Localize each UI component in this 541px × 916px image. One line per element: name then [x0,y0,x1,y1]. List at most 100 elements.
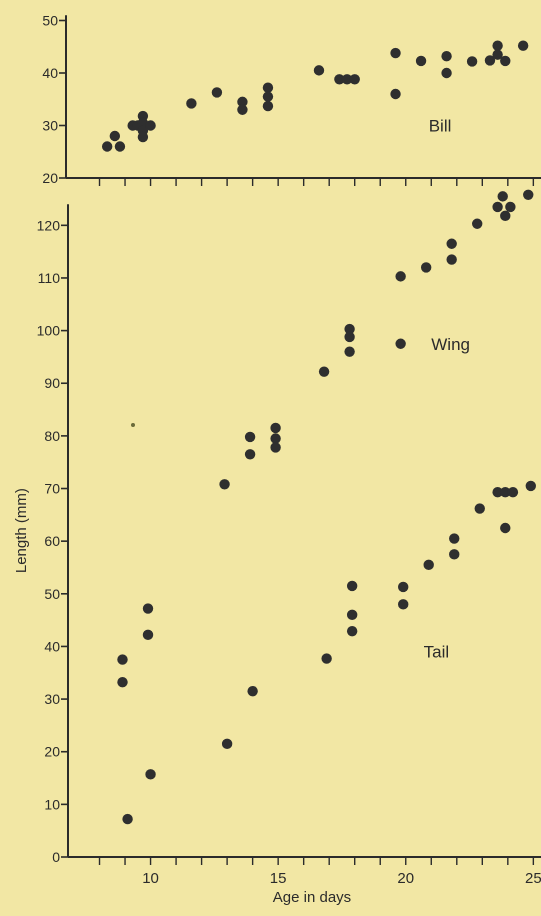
data-point-wing [446,254,457,265]
data-point-tail [507,487,519,498]
bill-panel: 20 30 40 50 Bill [42,13,541,186]
data-point-bill [441,51,452,62]
wing-tail-panel: 0 10 20 30 40 50 60 70 80 90 100 110 120 10 15 20 25 Age … [13,189,541,906]
data-point-bill [390,47,401,59]
y-tick-label: 80 [44,428,60,444]
y-axis-label: Length (mm) [13,488,30,573]
data-point-wing [270,422,281,434]
data-point-wing [500,210,511,222]
data-point-bill [466,56,478,67]
data-point-wing [344,323,355,335]
data-point-tail [142,603,154,614]
data-point-tail [142,629,154,641]
data-point-bill [313,65,325,76]
data-point-tail [247,685,258,697]
data-point-tail [346,580,358,592]
data-point-bill [492,49,503,60]
x-tick-label: 20 [397,870,414,887]
y-tick-label: 40 [42,65,58,81]
stray-speck [131,423,135,427]
data-point-tail [474,503,485,514]
data-point-bill [415,55,427,67]
wing-label-marker [395,338,406,349]
data-point-wing [395,271,406,282]
data-point-bill [349,74,360,85]
data-point-bill [109,130,121,142]
data-point-bill [484,55,496,66]
y-tick-label: 70 [44,481,60,497]
data-point-bill [441,67,452,79]
y-tick-label: 50 [44,586,60,602]
y-tick-label: 30 [44,691,60,707]
y-tick-label: 40 [44,638,60,654]
data-point-wing [344,331,355,343]
data-point-wing [219,479,230,490]
series-label-tail: Tail [424,643,450,662]
data-point-bill [500,55,511,67]
x-tick-label: 10 [142,870,159,887]
data-point-wing [270,433,281,444]
y-tick-label: 20 [42,170,58,186]
data-point-tail [117,654,128,665]
y-tick-label: 100 [37,323,61,339]
data-point-bill [101,141,113,152]
y-tick-label: 60 [44,533,60,549]
data-point-wing [446,238,457,249]
data-point-bill [186,98,197,109]
data-point-tail [449,533,460,544]
data-point-tail [492,487,503,498]
y-tick-label: 90 [44,375,60,391]
series-label-bill: Bill [429,117,452,136]
data-point-wing [523,189,534,200]
data-point-tail [525,480,536,492]
data-point-wing [492,201,503,213]
data-point-bill [262,82,274,93]
data-point-tail [145,769,156,780]
data-point-tail [122,813,133,825]
data-point-wing [420,262,432,273]
data-point-bill [262,91,274,102]
y-tick-label: 120 [37,217,61,233]
data-point-wing [244,431,256,443]
x-tick-label: 15 [270,870,287,887]
data-point-wing [318,366,330,377]
data-point-tail [321,653,332,664]
data-point-tail [397,599,409,610]
x-tick-label: 25 [525,870,541,887]
data-point-tail [221,738,233,750]
data-point-wing [244,449,256,460]
data-point-wing [497,191,508,202]
data-point-bill [237,104,248,115]
y-tick-label: 30 [42,118,58,134]
data-point-tail [397,581,409,593]
data-point-tail [500,522,511,534]
data-point-bill [334,74,345,85]
data-point-wing [472,218,483,229]
data-point-bill [137,131,149,143]
data-point-bill [262,100,274,112]
data-point-bill [492,40,503,51]
data-point-bill [145,120,156,131]
data-point-tail [500,487,511,498]
data-point-wing [270,442,281,453]
y-tick-label: 0 [52,849,60,865]
y-tick-label: 50 [42,13,58,29]
y-tick-label: 10 [44,796,60,812]
data-point-bill [211,87,223,98]
data-point-wing [344,346,355,357]
data-point-tail [117,677,128,688]
data-point-tail [346,609,358,621]
data-point-tail [423,559,434,571]
y-tick-label: 110 [38,270,61,286]
data-point-bill [390,88,401,100]
data-point-wing [505,201,516,213]
data-point-bill [341,74,353,85]
data-point-tail [346,625,358,637]
x-axis-label: Age in days [273,889,351,906]
data-point-bill [237,96,248,108]
y-tick-label: 20 [44,744,60,760]
data-point-bill [114,141,126,152]
data-point-bill [517,40,529,51]
